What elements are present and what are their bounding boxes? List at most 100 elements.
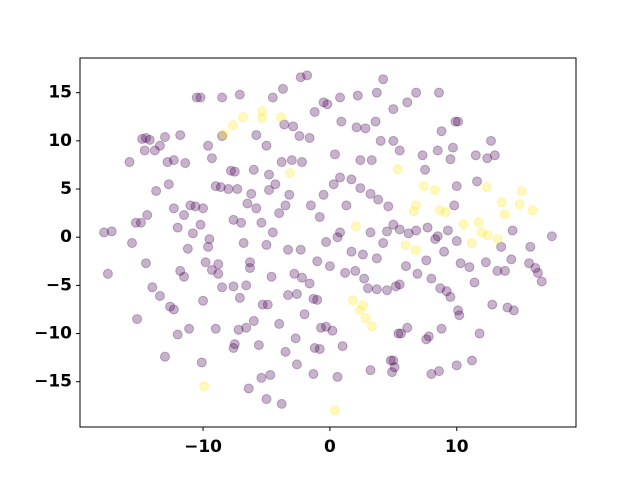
point	[360, 313, 371, 324]
point	[295, 244, 306, 255]
point	[530, 263, 541, 274]
point	[453, 116, 464, 127]
point	[390, 281, 401, 292]
point	[294, 131, 305, 142]
point	[418, 181, 429, 192]
point	[366, 155, 377, 166]
point	[453, 305, 464, 316]
point	[262, 299, 273, 310]
point	[536, 276, 547, 287]
x-tick-label: −10	[184, 437, 222, 457]
point	[472, 176, 483, 187]
point	[408, 206, 419, 217]
point	[246, 188, 257, 199]
point	[466, 355, 477, 366]
point	[190, 201, 201, 212]
point	[434, 205, 445, 216]
point	[233, 324, 244, 335]
point	[449, 200, 460, 211]
point	[264, 169, 275, 180]
point	[388, 135, 399, 146]
point	[499, 209, 510, 220]
point	[283, 244, 294, 255]
x-tick-label: 0	[324, 437, 336, 457]
point	[388, 104, 399, 115]
point	[445, 291, 456, 302]
point	[359, 273, 370, 284]
point	[502, 302, 513, 313]
point	[516, 186, 527, 197]
point	[217, 282, 228, 293]
point	[172, 329, 183, 340]
point	[291, 289, 302, 300]
point	[506, 254, 517, 265]
point	[394, 224, 405, 235]
point	[420, 164, 431, 175]
point	[451, 236, 462, 247]
y-tick-label: 15	[48, 83, 72, 103]
point	[179, 271, 190, 282]
point	[496, 241, 507, 252]
point	[296, 272, 307, 283]
point	[470, 150, 481, 161]
point	[316, 322, 327, 333]
point	[242, 198, 253, 209]
point	[318, 189, 329, 200]
point	[371, 284, 382, 295]
point	[270, 179, 281, 190]
point	[265, 369, 276, 380]
point	[421, 255, 432, 266]
point	[441, 286, 452, 297]
point	[257, 113, 268, 124]
point	[417, 150, 428, 161]
point	[142, 210, 153, 221]
point	[179, 210, 190, 221]
point	[102, 268, 113, 279]
point	[350, 265, 361, 276]
point	[144, 134, 155, 145]
point	[203, 140, 214, 151]
point	[429, 185, 440, 196]
point	[360, 123, 371, 134]
point	[365, 365, 376, 376]
point	[433, 366, 444, 377]
point	[280, 346, 291, 357]
y-tick-label: −5	[46, 275, 72, 295]
point	[277, 83, 288, 94]
point	[322, 99, 333, 110]
point	[403, 228, 414, 239]
point	[299, 309, 310, 320]
point	[304, 132, 315, 143]
point	[402, 97, 413, 108]
point	[486, 135, 497, 146]
point	[436, 126, 447, 137]
point	[482, 230, 493, 241]
point	[426, 369, 437, 380]
y-tick-label: −10	[34, 324, 72, 344]
point	[489, 150, 500, 161]
point	[256, 372, 267, 383]
point	[99, 227, 110, 238]
point	[455, 258, 466, 269]
point	[524, 258, 535, 269]
point	[388, 219, 399, 230]
point	[229, 339, 240, 350]
point	[132, 314, 143, 325]
point	[149, 145, 160, 156]
point	[295, 72, 306, 83]
point	[175, 265, 186, 276]
point	[163, 179, 174, 190]
point	[241, 280, 252, 291]
point	[309, 342, 320, 353]
point	[195, 92, 206, 103]
point	[329, 149, 340, 160]
point	[480, 257, 491, 268]
point	[394, 145, 405, 156]
y-tick-label: 0	[60, 227, 72, 247]
point	[402, 322, 413, 333]
point	[389, 362, 400, 373]
point	[127, 237, 138, 248]
point	[195, 219, 206, 230]
point	[508, 305, 519, 316]
point	[464, 262, 475, 273]
